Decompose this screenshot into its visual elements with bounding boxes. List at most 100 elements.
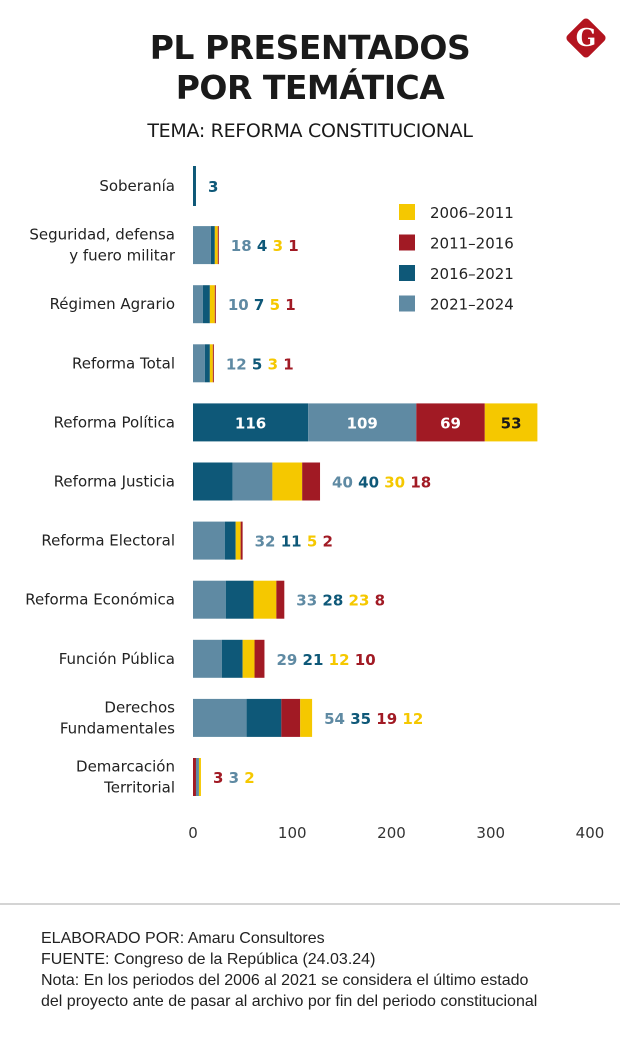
data-label: 53	[501, 414, 522, 432]
bar-segment-2021-2024	[193, 285, 203, 324]
bar-row-reforma-politica: Reforma Política 116 109 69 53	[54, 403, 538, 442]
bar-row-reforma-electoral: Reforma Electoral 32 11 5 2	[41, 521, 333, 560]
data-label: 35	[345, 710, 371, 728]
data-label: 7	[249, 296, 265, 314]
data-labels: 10 7 5 1	[228, 296, 296, 314]
legend-item-2016-2021: 2016–2021	[399, 265, 514, 283]
data-label: 32	[255, 533, 276, 551]
data-label: 12	[226, 355, 247, 373]
category-label: Función Pública	[59, 650, 175, 668]
legend-item-2021-2024: 2021–2024	[399, 295, 514, 314]
bar-row-reforma-economica: Reforma Económica 33 28 23 8	[25, 580, 385, 619]
data-label: 40	[332, 474, 353, 492]
data-label: 2	[317, 533, 333, 551]
data-label: 1	[280, 296, 296, 314]
bar-segment-2006-2011	[209, 285, 215, 324]
bar-segment-2021-2024	[232, 462, 273, 501]
category-label: Reforma Electoral	[41, 532, 175, 550]
data-label: 29	[276, 651, 297, 669]
bar-row-derechos-fundamentales: Derechos Fundamentales 54 35 19 12	[60, 698, 423, 737]
bar-segment-2016-2021	[193, 462, 233, 501]
x-tick-label: 200	[377, 824, 406, 842]
data-label: 5	[247, 355, 263, 373]
legend-label: 2011–2016	[430, 235, 514, 253]
stacked-bar-chart: Soberanía 3 Seguridad, defensa y fuero mili…	[25, 166, 605, 842]
data-label: 10	[350, 651, 376, 669]
data-label: 109	[347, 414, 378, 432]
bar-row-seguridad-defensa-y-fuero-militar: Seguridad, defensa y fuero militar 18 4 3 …	[29, 226, 298, 265]
legend-item-2011-2016: 2011–2016	[399, 234, 514, 253]
bar-segment-2016-2021	[246, 698, 282, 737]
data-label: 12	[397, 710, 423, 728]
bar-segment-2021-2024	[195, 758, 199, 796]
legend-label: 2006–2011	[430, 204, 514, 222]
category-label: Régimen Agrario	[50, 295, 175, 313]
bar-segment-2021-2024	[193, 344, 205, 383]
legend-label: 2016–2021	[430, 265, 514, 283]
data-labels: 3 3 2	[213, 769, 255, 787]
bars-layer: Soberanía 3 Seguridad, defensa y fuero mili…	[25, 166, 538, 797]
legend-swatch	[399, 234, 415, 251]
data-label: 28	[317, 592, 343, 610]
x-tick-label: 100	[278, 824, 307, 842]
data-labels: 12 5 3 1	[226, 355, 294, 373]
credit-text: ELABORADO POR: Amaru Consultores	[41, 930, 325, 947]
data-label: 54	[324, 710, 345, 728]
bar-row-regimen-agrario: Régimen Agrario 10 7 5 1	[50, 285, 296, 324]
data-labels: 40 40 30 18	[332, 474, 431, 492]
bar-segment-2021-2024	[193, 226, 211, 265]
legend-swatch	[399, 204, 415, 220]
data-label: 40	[353, 474, 379, 492]
bar-segment-2006-2011	[209, 344, 213, 383]
category-label: Demarcación	[76, 758, 175, 776]
data-labels: 33 28 23 8	[296, 592, 385, 610]
data-label: 5	[264, 296, 280, 314]
footer-notes: ELABORADO POR: Amaru Consultores FUENTE:…	[41, 928, 537, 1012]
bar-segment-2011-2016	[254, 639, 265, 678]
bar-segment-2011-2016	[217, 226, 219, 265]
bar-segment-2011-2016	[276, 580, 285, 619]
bar-segment-2011-2016	[212, 344, 214, 383]
category-label: Reforma Total	[72, 354, 175, 372]
category-label: Seguridad, defensa	[29, 226, 175, 244]
data-label: 18	[231, 237, 252, 255]
data-label: 3	[267, 237, 283, 255]
data-label: 3	[208, 178, 218, 196]
x-tick-label: 400	[576, 824, 605, 842]
legend-swatch	[399, 295, 415, 312]
data-label: 1	[283, 237, 299, 255]
bar-segment-2021-2024	[193, 639, 222, 678]
bar-segment-2006-2011	[253, 580, 277, 619]
data-labels: 54 35 19 12	[324, 710, 423, 728]
bar-segment-2006-2011	[235, 521, 241, 560]
legend-item-2006-2011: 2006–2011	[399, 204, 514, 222]
bar-segment-2021-2024	[308, 403, 417, 442]
category-label: Soberanía	[99, 177, 175, 195]
legend: 2006–2011 2011–2016 2016–2021 2021–2024	[399, 204, 514, 314]
data-label: 11	[276, 533, 302, 551]
bar-segment-2016-2021	[221, 639, 243, 678]
x-tick-label: 300	[476, 824, 505, 842]
data-labels: 32 11 5 2	[255, 533, 333, 551]
data-label: 3	[223, 769, 239, 787]
logo-diamond	[566, 18, 606, 58]
data-label: 2	[239, 769, 255, 787]
data-label: 33	[296, 592, 317, 610]
data-label: 30	[379, 474, 405, 492]
data-labels: 3	[208, 178, 218, 196]
bar-row-reforma-justicia: Reforma Justicia 40 40 30 18	[54, 462, 431, 501]
data-labels: 18 4 3 1	[231, 237, 299, 255]
source-text: FUENTE: Congreso de la República (24.03.…	[41, 951, 376, 968]
bar-segment-2006-2011	[214, 226, 218, 265]
bar-segment-2011-2016	[193, 758, 196, 796]
legend-label: 2021–2024	[430, 296, 514, 314]
note-text-line-2: del proyecto ante de pasar al archivo po…	[41, 993, 538, 1010]
logo-letter: G	[576, 23, 597, 52]
bar-segment-2006-2011	[300, 698, 313, 737]
footer-divider	[0, 903, 620, 905]
data-label: 5	[302, 533, 318, 551]
gestion-logo-icon: G	[566, 18, 606, 58]
data-label: 3	[262, 355, 278, 373]
title-line-2: POR TEMÁTICA	[175, 68, 445, 107]
bar-segment-2011-2016	[281, 698, 301, 737]
